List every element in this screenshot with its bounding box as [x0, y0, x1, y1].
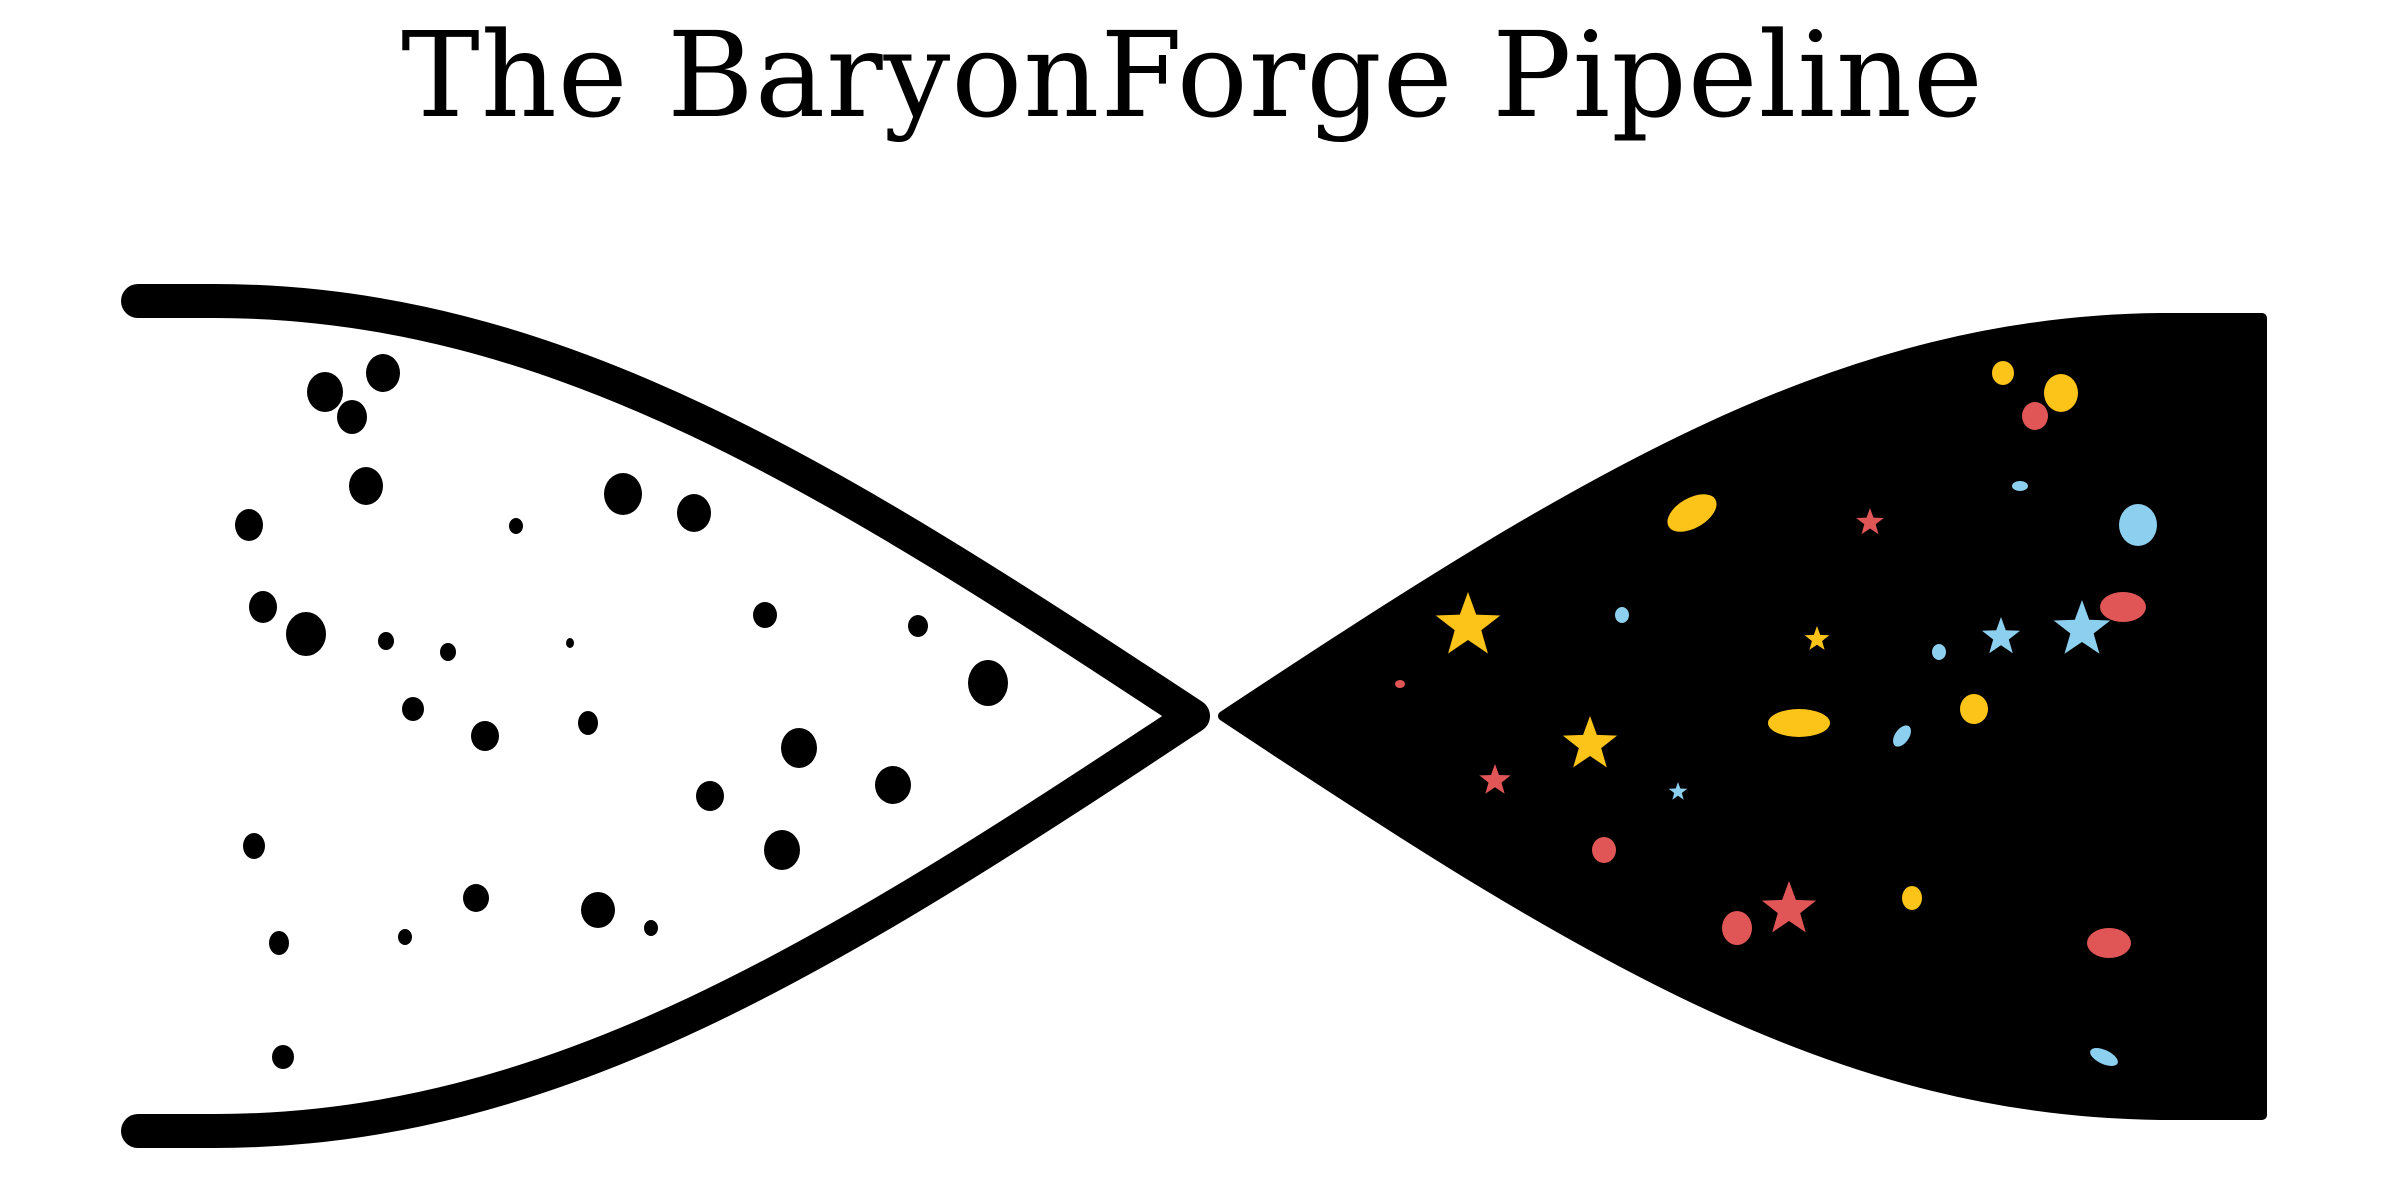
particle	[269, 931, 289, 955]
galaxy-blob-blue	[1932, 644, 1946, 660]
particle	[366, 354, 400, 392]
particle	[402, 697, 424, 721]
particle	[875, 766, 911, 804]
particle	[337, 400, 367, 434]
particle	[764, 830, 800, 870]
galaxy-blob-red	[1395, 680, 1405, 688]
particle	[581, 892, 615, 928]
particle	[463, 884, 489, 912]
particle	[753, 602, 777, 628]
particle	[677, 494, 711, 532]
particle	[286, 612, 326, 656]
particle	[243, 833, 265, 859]
galaxy-blob-red	[1592, 837, 1616, 863]
galaxy-blob-red	[2087, 928, 2131, 958]
particle	[644, 920, 658, 936]
right-funnel-stars	[1435, 508, 2111, 933]
particle	[781, 728, 817, 768]
particle	[968, 660, 1008, 706]
galaxy-blob-yellow	[1902, 886, 1922, 910]
star-blue	[2053, 600, 2111, 654]
particle	[249, 591, 277, 623]
star-red	[1761, 881, 1817, 933]
particle	[440, 643, 456, 661]
galaxy-blob-yellow	[1768, 709, 1830, 737]
star-red	[1856, 508, 1884, 535]
galaxy-blob-yellow	[1667, 494, 1717, 532]
galaxy-blob-red	[2100, 592, 2146, 622]
particle	[509, 518, 523, 534]
particle	[349, 467, 383, 505]
particle	[566, 638, 574, 648]
galaxy-blob-yellow	[2044, 374, 2078, 412]
galaxy-blob-blue	[1893, 725, 1911, 747]
galaxy-blob-blue	[2090, 1048, 2118, 1066]
galaxy-blob-blue	[2119, 504, 2157, 546]
left-funnel	[121, 284, 1210, 1148]
star-yellow	[1804, 626, 1830, 650]
galaxy-blob-blue	[2012, 481, 2028, 491]
page-title: The BaryonForge Pipeline	[401, 6, 1984, 144]
right-funnel	[1218, 313, 2267, 1120]
right-funnel-body	[1218, 313, 2267, 1120]
star-yellow	[1562, 716, 1618, 768]
particle	[696, 781, 724, 811]
particle	[471, 721, 499, 751]
galaxy-blob-red	[1722, 911, 1752, 945]
particle	[398, 929, 412, 945]
particle	[908, 615, 928, 637]
galaxy-blob-blue	[1615, 607, 1629, 623]
star-blue	[1982, 617, 2020, 654]
galaxy-blob-red	[2022, 402, 2048, 430]
particle	[272, 1045, 294, 1069]
particle	[235, 509, 263, 541]
particle	[307, 372, 343, 412]
galaxy-blob-yellow	[1960, 694, 1988, 724]
particle	[378, 632, 394, 650]
left-funnel-particles	[235, 354, 1008, 1069]
left-funnel-outline	[121, 284, 1210, 1148]
particle	[578, 711, 598, 735]
right-funnel-galaxies	[1395, 361, 2157, 1066]
star-yellow	[1435, 592, 1501, 654]
star-blue	[1668, 782, 1688, 800]
particle	[604, 473, 642, 515]
galaxy-blob-yellow	[1992, 361, 2014, 385]
star-red	[1479, 764, 1511, 794]
